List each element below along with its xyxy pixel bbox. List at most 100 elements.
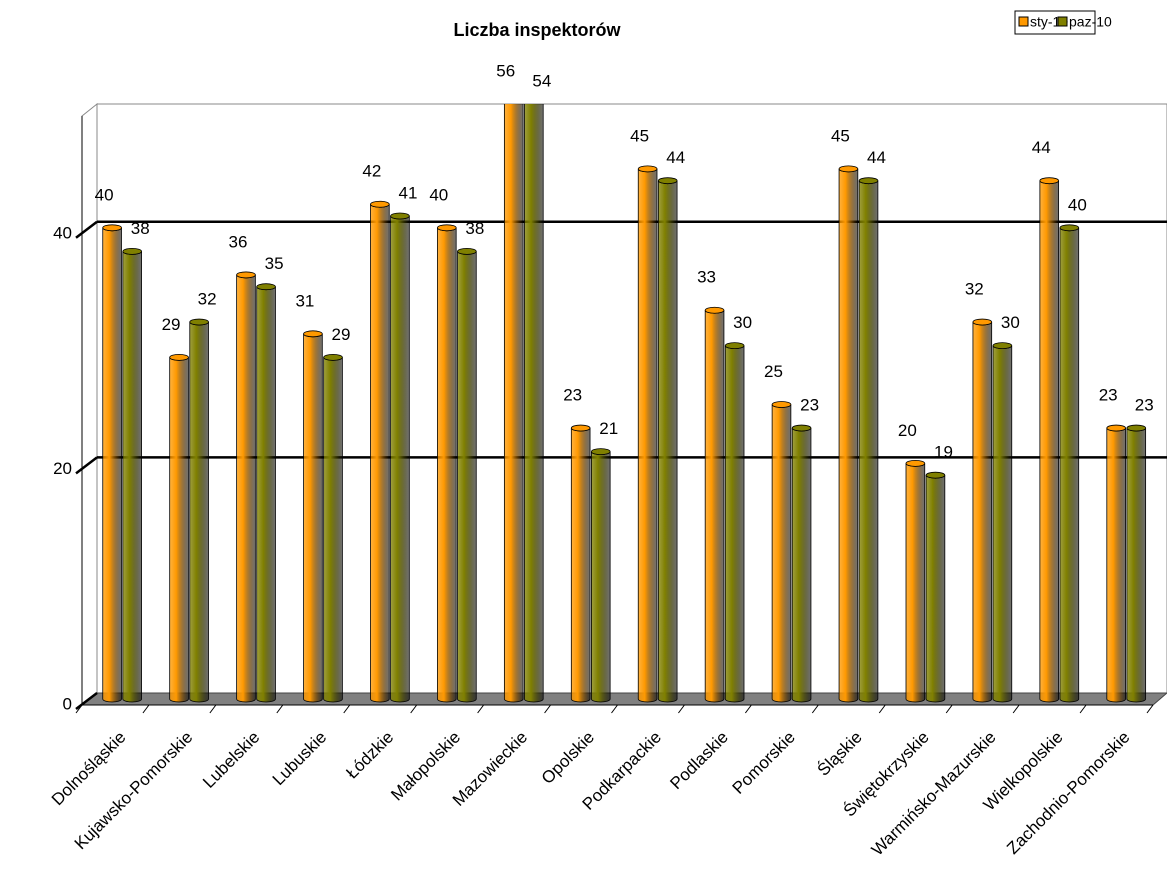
bar-cap [1106, 424, 1126, 432]
x-tick [744, 704, 752, 714]
bar-cap [925, 471, 946, 479]
x-tick [544, 704, 551, 714]
bar-cap [189, 318, 209, 326]
bar-cap [256, 283, 276, 291]
value-label: 33 [697, 268, 716, 287]
bar [236, 274, 256, 703]
value-label: 23 [800, 396, 819, 415]
bar [169, 357, 189, 703]
x-tick [1079, 704, 1087, 714]
bar [370, 204, 390, 703]
y-tick-label: 20 [53, 459, 72, 478]
bar [1126, 427, 1147, 703]
bar-cap [1039, 177, 1060, 185]
legend-swatch [1018, 16, 1029, 27]
x-tick-label: Kujawsko-Pomorskie [71, 728, 197, 854]
value-label: 29 [332, 325, 351, 344]
x-tick-label: Opolskie [538, 728, 598, 788]
y-tick [75, 692, 98, 710]
value-label: 19 [934, 443, 953, 462]
bar-cap [303, 330, 323, 338]
bar [905, 463, 926, 703]
bar [570, 427, 591, 703]
bar-cap [1059, 224, 1080, 232]
value-label: 32 [965, 280, 984, 299]
value-label: 38 [465, 219, 484, 238]
bar-cap [704, 306, 725, 314]
y-tick-label: 0 [63, 694, 72, 713]
value-label: 31 [295, 291, 314, 310]
bar-cap [838, 165, 859, 173]
bar-cap [122, 247, 142, 255]
value-label: 40 [429, 185, 448, 204]
value-label: 30 [1001, 313, 1020, 332]
bar [590, 451, 611, 703]
bar [771, 404, 792, 703]
x-tick-label: Pomorskie [729, 728, 799, 798]
bar-cap [771, 401, 792, 408]
bar-cap [972, 318, 993, 326]
value-label: 44 [1032, 138, 1051, 157]
x-tick-label: Łódzkie [342, 728, 397, 783]
bar-cap [524, 60, 543, 66]
bar-cap [169, 353, 189, 361]
x-tick-label: Lubuskie [269, 728, 331, 790]
value-label: 23 [1135, 396, 1154, 415]
bar [858, 180, 879, 703]
value-label: 25 [764, 362, 783, 381]
x-tick [1012, 704, 1020, 714]
x-tick [343, 704, 351, 714]
bar [457, 251, 477, 703]
value-label: 29 [162, 315, 181, 334]
value-label: 54 [532, 71, 551, 90]
bar [390, 215, 410, 703]
chart-title: Liczba inspektorów [453, 20, 621, 40]
bar [704, 310, 725, 703]
bar [1059, 227, 1080, 703]
bar [503, 104, 524, 703]
x-tick [276, 704, 284, 714]
bar [791, 427, 812, 703]
y-tick [75, 456, 98, 475]
value-label: 44 [867, 148, 886, 167]
bar [256, 286, 276, 703]
y-tick [75, 220, 98, 239]
value-label: 56 [496, 61, 515, 80]
value-label: 23 [1099, 386, 1118, 405]
bar [122, 251, 142, 703]
value-label: 44 [666, 148, 685, 167]
bar-cap [992, 342, 1013, 350]
bar-cap [457, 247, 477, 255]
value-label: 40 [1068, 195, 1087, 214]
x-tick-label: Podlaskie [666, 728, 732, 794]
x-tick [142, 704, 150, 714]
value-label: 35 [265, 254, 284, 273]
x-tick [678, 704, 685, 714]
bar [524, 104, 544, 703]
bar [637, 168, 658, 703]
x-tick [410, 704, 418, 714]
bar-cap [370, 200, 390, 208]
x-tick [477, 704, 485, 714]
bar-cap [858, 177, 879, 185]
value-label: 41 [398, 184, 417, 203]
value-label: 36 [229, 232, 248, 251]
value-label: 45 [831, 126, 850, 145]
x-tick [75, 704, 83, 714]
bar-cap [437, 224, 457, 232]
x-tick [1146, 704, 1154, 714]
bar [437, 227, 457, 703]
bar-cap [905, 459, 926, 467]
bar [838, 168, 859, 703]
value-label: 42 [362, 162, 381, 181]
x-tick [945, 704, 953, 714]
bar-cap [657, 177, 678, 185]
bar [972, 321, 993, 703]
bar [189, 321, 209, 703]
bar-cap [390, 212, 410, 220]
bar-cap [102, 224, 122, 232]
bar-cap [590, 448, 611, 456]
bar-cap [791, 424, 812, 432]
bar [992, 345, 1013, 703]
plot [102, 60, 1147, 703]
